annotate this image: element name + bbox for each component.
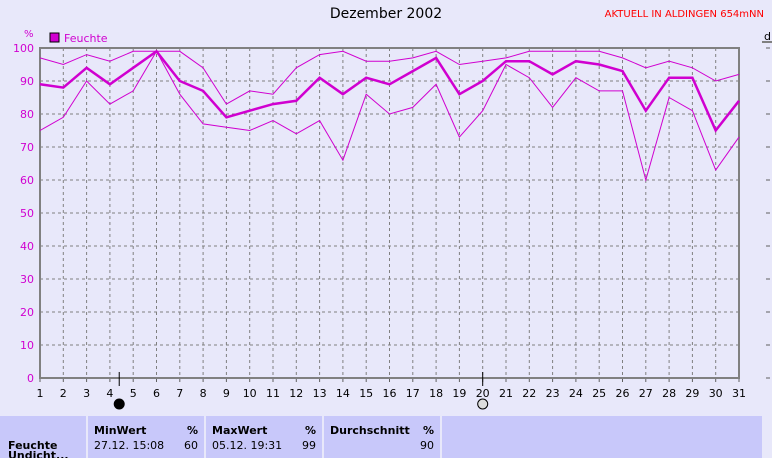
x-tick-label: 1 [37, 387, 44, 400]
y-tick-label: 80 [20, 108, 34, 121]
avg-header: Durchschnitt [330, 424, 410, 437]
max-cell: MaxWert % 05.12. 19:31 99 [206, 416, 322, 458]
x-tick-label: 10 [243, 387, 257, 400]
y-tick-label: 40 [20, 240, 34, 253]
x-tick-label: 13 [313, 387, 327, 400]
empty-cell [442, 416, 762, 458]
x-tick-label: 21 [499, 387, 513, 400]
stats-row-label: Feuchte [8, 439, 58, 452]
legend-label: Feuchte [64, 32, 108, 45]
x-tick-label: 2 [60, 387, 67, 400]
y-tick-label: 20 [20, 306, 34, 319]
x-tick-label: 4 [106, 387, 113, 400]
station-label: AKTUELL IN ALDINGEN 654mNN [604, 9, 764, 20]
right-axis-label: d [764, 30, 771, 43]
max-unit: % [304, 424, 316, 437]
avg-cell: Durchschnitt % 90 [324, 416, 440, 458]
x-tick-label: 20 [476, 387, 490, 400]
avg-value: 90 [420, 439, 434, 452]
x-tick-label: 3 [83, 387, 90, 400]
stats-row-label-cell: Feuchte Undicht... [0, 416, 86, 458]
full-moon-icon [477, 398, 489, 410]
x-tick-label: 18 [429, 387, 443, 400]
x-tick-label: 6 [153, 387, 160, 400]
plot-frame [39, 47, 740, 379]
y-tick-label: 60 [20, 174, 34, 187]
min-header: MinWert [94, 424, 147, 437]
stats-row-label-2: Undicht... [8, 449, 69, 458]
y-tick-label: 50 [20, 207, 34, 220]
avg-unit: % [422, 424, 434, 437]
humidity-chart: 1 2 3 4 5 6 7 8 9 10 11 12 13 14 15 16 17 18 19 20 21 22 23 24 2… [13, 29, 772, 410]
x-tick-label: 24 [569, 387, 583, 400]
x-tick-label: 15 [359, 387, 373, 400]
min-unit: % [186, 424, 198, 437]
x-tick-label: 31 [732, 387, 746, 400]
x-tick-label: 5 [130, 387, 137, 400]
y-axis-label: % [24, 29, 34, 40]
x-tick-label: 26 [616, 387, 630, 400]
max-header: MaxWert [212, 424, 268, 437]
y-tick-label: 70 [20, 141, 34, 154]
x-tick-label: 25 [592, 387, 606, 400]
x-tick-label: 8 [200, 387, 207, 400]
new-moon-icon [113, 398, 125, 410]
y-tick-label: 30 [20, 273, 34, 286]
y-tick-label: 0 [27, 372, 34, 385]
y-tick-label: 90 [20, 75, 34, 88]
x-tick-label: 17 [406, 387, 420, 400]
x-tick-label: 29 [685, 387, 699, 400]
min-when: 27.12. 15:08 [94, 439, 165, 452]
min-value: 60 [184, 439, 198, 452]
chart-title: Dezember 2002 [329, 6, 443, 22]
y-tick-label: 10 [20, 339, 34, 352]
x-tick-label: 23 [546, 387, 560, 400]
legend-swatch [49, 32, 60, 43]
min-cell: MinWert % 27.12. 15:08 60 [88, 416, 204, 458]
max-value: 99 [302, 439, 316, 452]
x-tick-label: 11 [266, 387, 280, 400]
stats-table: Feuchte Undicht... MinWert % 27.12. 15:0… [0, 414, 772, 458]
x-tick-label: 14 [336, 387, 350, 400]
x-tick-label: 12 [289, 387, 303, 400]
max-when: 05.12. 19:31 [212, 439, 283, 452]
y-tick-label: 100 [13, 42, 34, 55]
x-tick-label: 16 [383, 387, 397, 400]
x-tick-label: 27 [639, 387, 653, 400]
x-tick-label: 9 [223, 387, 230, 400]
x-tick-label: 22 [522, 387, 536, 400]
x-tick-label: 7 [176, 387, 183, 400]
x-tick-label: 30 [709, 387, 723, 400]
x-tick-label: 19 [452, 387, 466, 400]
x-tick-label: 28 [662, 387, 676, 400]
